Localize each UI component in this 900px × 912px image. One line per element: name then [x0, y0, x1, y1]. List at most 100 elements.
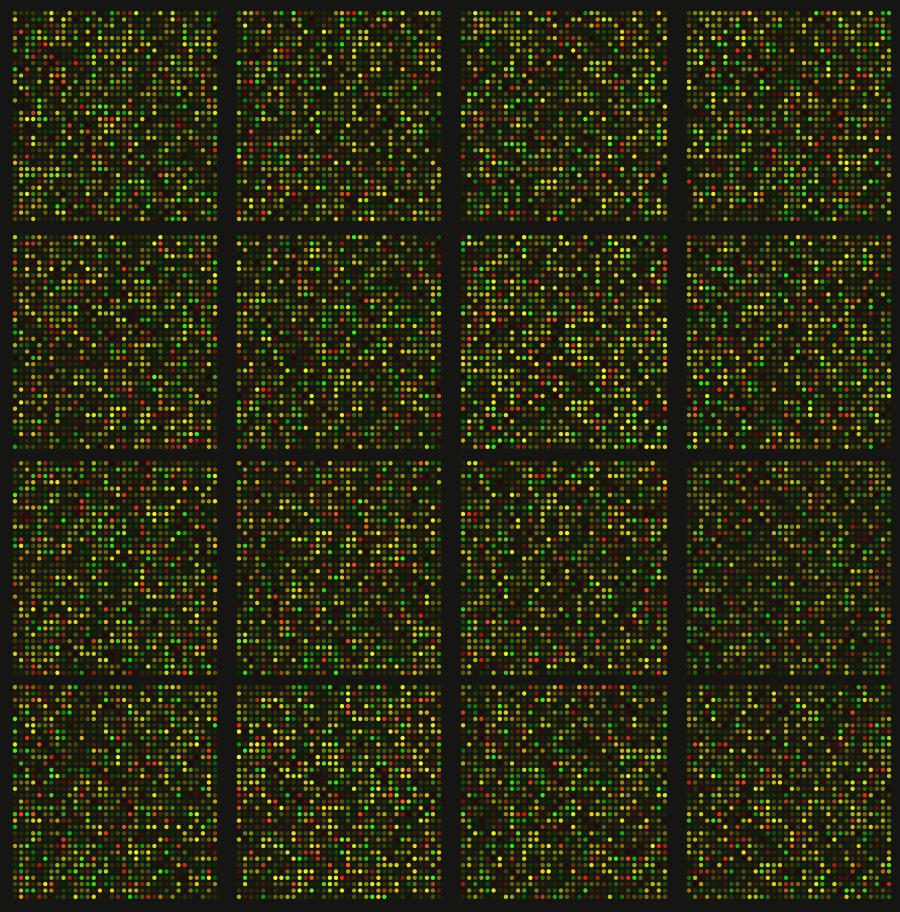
spot — [425, 67, 429, 71]
spot — [589, 148, 593, 152]
spot — [595, 173, 599, 177]
spot — [608, 173, 612, 177]
spot — [699, 92, 703, 96]
spot — [261, 36, 265, 40]
spot — [772, 30, 776, 34]
spot — [602, 17, 606, 21]
spot — [473, 30, 477, 34]
spot — [334, 67, 338, 71]
spot — [717, 36, 721, 40]
spot — [37, 161, 41, 165]
spot — [310, 61, 314, 65]
spot — [620, 36, 624, 40]
spot — [583, 154, 587, 158]
spot — [73, 48, 77, 52]
spot — [291, 136, 295, 140]
spot — [291, 217, 295, 221]
spot — [814, 148, 818, 152]
spot — [98, 92, 102, 96]
spot — [760, 36, 764, 40]
spot — [632, 198, 636, 202]
spot — [844, 210, 848, 214]
spot — [510, 217, 514, 221]
spot — [887, 98, 891, 102]
spot — [413, 111, 417, 115]
spot — [565, 92, 569, 96]
spot — [808, 48, 812, 52]
spot — [784, 98, 788, 102]
spot — [407, 11, 411, 15]
spot — [267, 142, 271, 146]
spot — [419, 161, 423, 165]
spot — [400, 104, 404, 108]
spot — [382, 117, 386, 121]
spot — [67, 67, 71, 71]
spot — [304, 192, 308, 196]
spot — [104, 136, 108, 140]
spot — [183, 104, 187, 108]
spot — [110, 61, 114, 65]
spot — [565, 210, 569, 214]
spot — [431, 98, 435, 102]
spot — [183, 92, 187, 96]
spot — [394, 73, 398, 77]
spot — [729, 142, 733, 146]
spot — [237, 36, 241, 40]
spot — [413, 80, 417, 84]
spot — [814, 86, 818, 90]
spot — [201, 198, 205, 202]
spot — [31, 198, 35, 202]
spot — [577, 217, 581, 221]
spot — [201, 42, 205, 46]
spot — [699, 179, 703, 183]
spot — [857, 148, 861, 152]
spot — [176, 148, 180, 152]
spot — [467, 204, 471, 208]
spot — [352, 148, 356, 152]
spot — [310, 217, 314, 221]
spot — [213, 86, 217, 90]
spot — [887, 204, 891, 208]
spot — [297, 198, 301, 202]
spot — [407, 30, 411, 34]
spot — [790, 173, 794, 177]
spot — [559, 217, 563, 221]
spot — [705, 123, 709, 127]
spot — [766, 111, 770, 115]
spot — [772, 36, 776, 40]
spot — [189, 73, 193, 77]
spot — [116, 204, 120, 208]
spot — [651, 161, 655, 165]
spot — [644, 104, 648, 108]
spot — [310, 111, 314, 115]
spot — [370, 36, 374, 40]
spot — [134, 61, 138, 65]
spot — [128, 136, 132, 140]
spot — [322, 117, 326, 121]
spot — [19, 204, 23, 208]
spot — [516, 92, 520, 96]
spot — [516, 73, 520, 77]
spot — [796, 17, 800, 21]
spot — [528, 67, 532, 71]
spot — [334, 86, 338, 90]
spot — [844, 17, 848, 21]
spot — [134, 173, 138, 177]
spot — [832, 148, 836, 152]
spot — [80, 154, 84, 158]
spot — [528, 198, 532, 202]
spot — [626, 36, 630, 40]
spot — [802, 142, 806, 146]
spot — [189, 173, 193, 177]
spot — [207, 129, 211, 133]
spot — [67, 173, 71, 177]
spot — [61, 217, 65, 221]
spot — [316, 198, 320, 202]
spot — [152, 267, 156, 271]
spot — [249, 48, 253, 52]
spot — [571, 23, 575, 27]
spot — [370, 167, 374, 171]
spot — [346, 42, 350, 46]
spot — [213, 104, 217, 108]
spot — [705, 67, 709, 71]
